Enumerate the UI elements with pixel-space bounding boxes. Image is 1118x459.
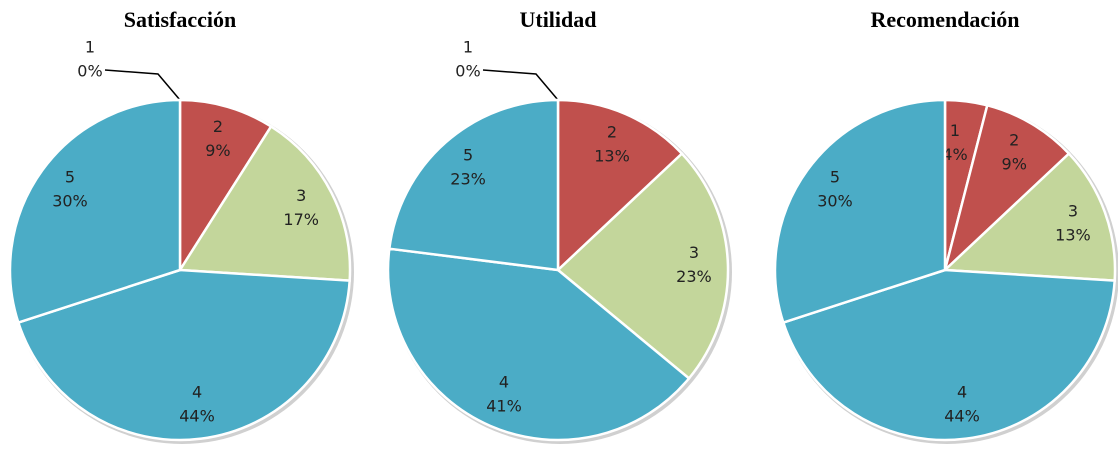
- pie-slice: [556, 151, 730, 381]
- slice-category: 1: [85, 38, 95, 57]
- slice-label: 23%: [450, 169, 486, 188]
- pie-slice: [178, 98, 273, 275]
- pie-slice: [942, 103, 1071, 274]
- slice-label: 41%: [486, 396, 522, 415]
- leader-line: [104, 69, 181, 101]
- slice-label: 30%: [817, 192, 853, 211]
- slice-category: 3: [296, 186, 306, 205]
- slice-label: 0%: [455, 62, 480, 81]
- pie-slice: [556, 98, 684, 273]
- slice-category: 2: [1009, 130, 1019, 149]
- slice-category: 1: [950, 121, 960, 140]
- pie-slice: [387, 98, 560, 272]
- slice-category: 2: [213, 117, 223, 136]
- slice-label: 4%: [942, 145, 967, 164]
- slice-label: 44%: [179, 406, 215, 425]
- slice-label: 9%: [1002, 154, 1027, 173]
- slice-category: 3: [689, 243, 699, 262]
- slice-category: 5: [65, 168, 75, 187]
- slice-label: 13%: [594, 147, 630, 166]
- slice-category: 3: [1068, 201, 1078, 220]
- slice-category: 4: [192, 382, 202, 401]
- slice-label: 17%: [283, 210, 319, 229]
- slice-category: 1: [463, 38, 473, 57]
- pie-slice: [781, 268, 1116, 442]
- slice-category: 4: [499, 372, 509, 391]
- slice-label: 44%: [944, 406, 980, 425]
- slice-category: 5: [830, 168, 840, 187]
- pie-slice: [8, 98, 182, 325]
- pie-slice: [177, 124, 352, 283]
- pie-slice: [16, 268, 351, 442]
- pie-slice: [773, 98, 947, 325]
- slice-label: 13%: [1055, 225, 1091, 244]
- chart-title: Utilidad: [519, 7, 596, 32]
- slice-label: 0%: [77, 62, 102, 81]
- slice-category: 4: [957, 382, 967, 401]
- slice-label: 23%: [676, 267, 712, 286]
- chart-title: Satisfacción: [124, 7, 236, 32]
- pie-slice: [386, 247, 691, 442]
- leader-line: [482, 69, 559, 101]
- slice-label: 9%: [205, 141, 230, 160]
- pie-slice: [942, 151, 1117, 283]
- slice-category: 5: [463, 145, 473, 164]
- slice-label: 30%: [52, 192, 88, 211]
- slice-category: 2: [607, 123, 617, 142]
- chart-title: Recomendación: [870, 7, 1019, 32]
